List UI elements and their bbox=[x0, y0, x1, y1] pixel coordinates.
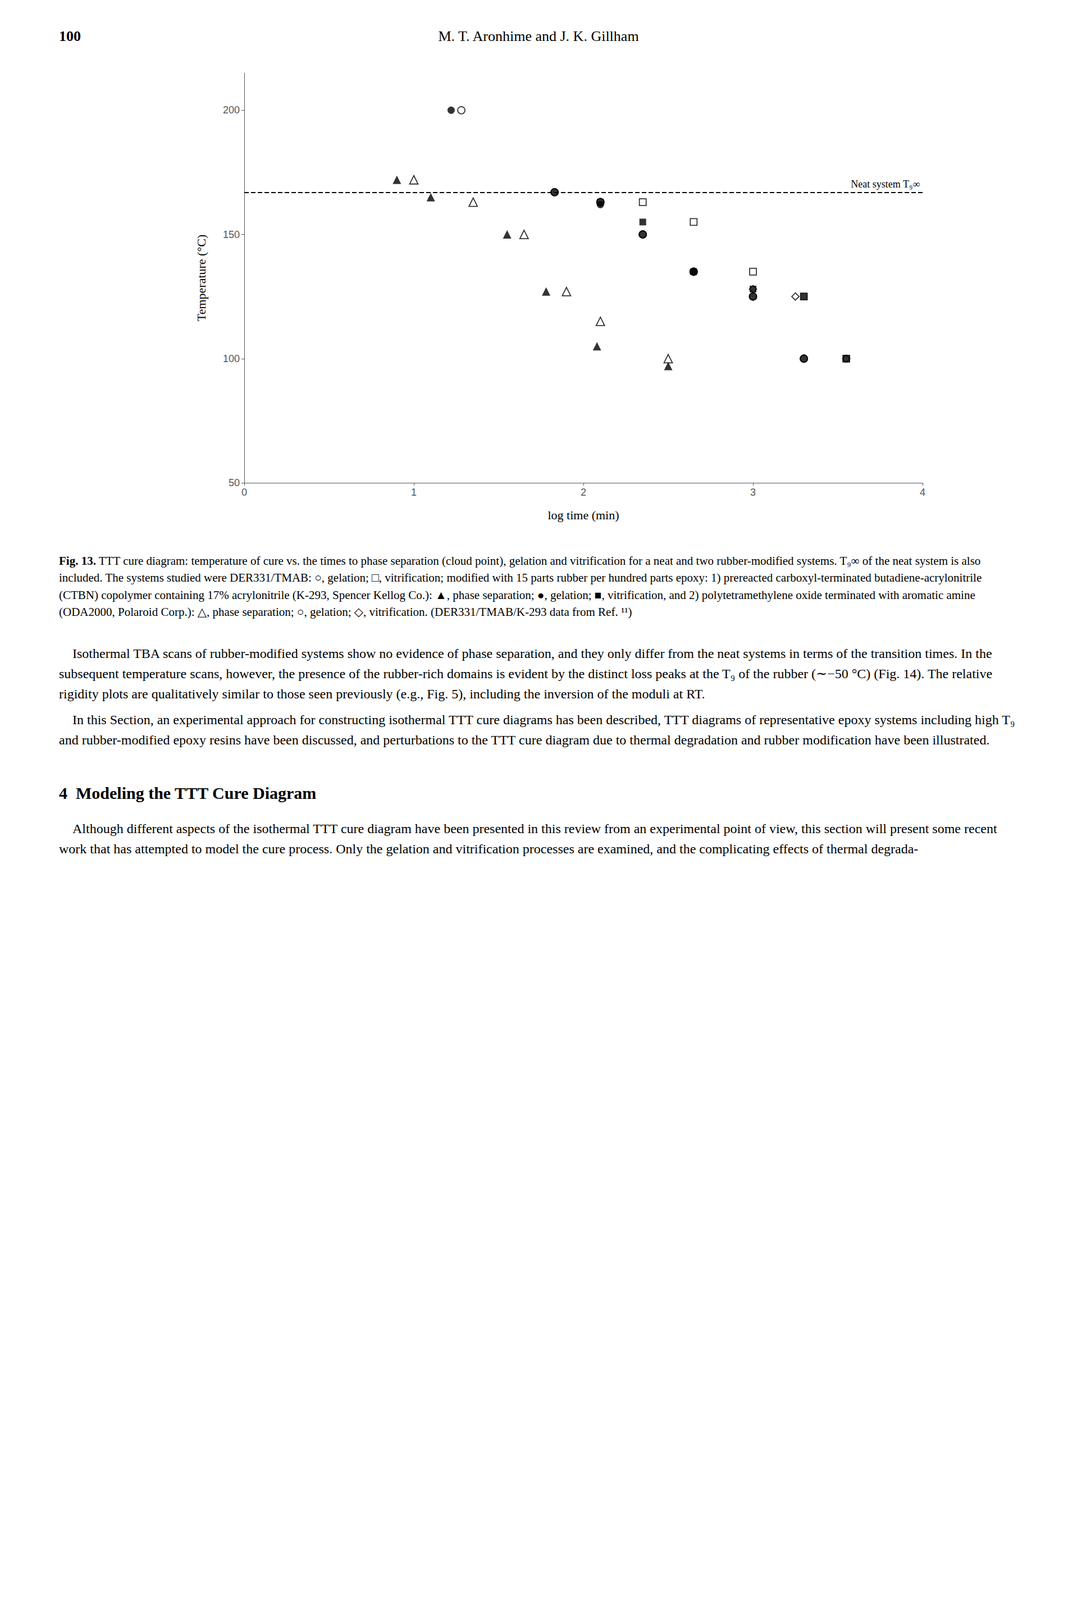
svg-text:4: 4 bbox=[919, 486, 926, 499]
svg-text:log time (min): log time (min) bbox=[547, 508, 619, 523]
svg-text:3: 3 bbox=[750, 486, 756, 499]
html-text:100: 100 bbox=[58, 28, 81, 45]
svg-text:2: 2 bbox=[580, 486, 587, 499]
svg-text:1: 1 bbox=[411, 486, 417, 499]
svg-text:0: 0 bbox=[241, 486, 248, 499]
html-text:M. T. Aronhime and J. K. Gillh: M. T. Aronhime and J. K. Gillham bbox=[438, 28, 639, 45]
html-text:Although different aspects of: Although different aspects of the isothe… bbox=[58, 821, 1001, 857]
svg-text:200: 200 bbox=[222, 104, 240, 116]
html-text:4 Modeling the TTT Cure Diagra: 4 Modeling the TTT Cure Diagram bbox=[58, 783, 317, 803]
svg-text:50: 50 bbox=[228, 477, 240, 489]
svg-text:100: 100 bbox=[222, 353, 240, 365]
svg-text:Neat system T₉∞: Neat system T₉∞ bbox=[850, 178, 920, 190]
html-text:Fig. 13. TTT cure diagram: tem: Fig. 13. TTT cure diagram: temperature o… bbox=[58, 554, 985, 619]
html-text:In this Section, an experiment: In this Section, an experimental approac… bbox=[58, 712, 1019, 748]
svg-text:Temperature (°C): Temperature (°C) bbox=[194, 234, 209, 322]
html-text:Isothermal TBA scans of rubber: Isothermal TBA scans of rubber-modified … bbox=[58, 646, 996, 702]
svg-text:150: 150 bbox=[222, 229, 240, 241]
